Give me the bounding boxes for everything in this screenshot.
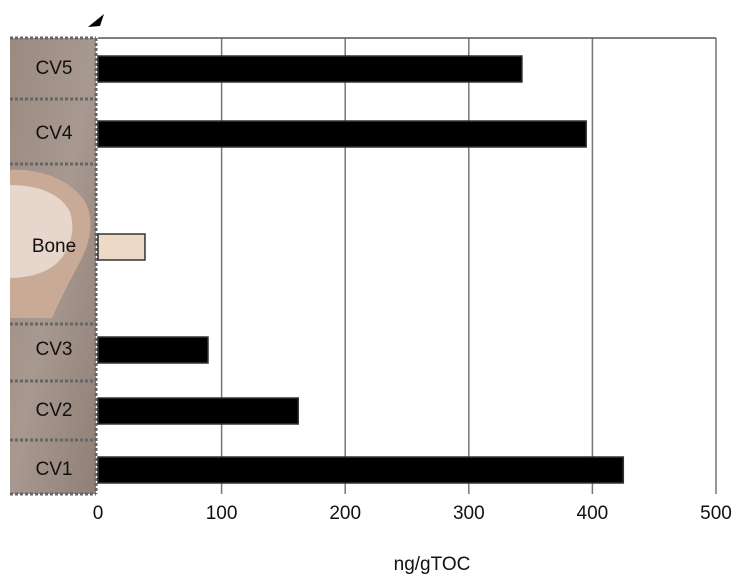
- x-tick-label: 0: [93, 503, 104, 524]
- x-tick-label: 200: [329, 503, 361, 524]
- x-tick-label: 100: [206, 503, 238, 524]
- marker-wedge: [88, 14, 104, 27]
- y-tick-label: CV5: [36, 58, 73, 79]
- bar: [98, 457, 623, 483]
- bar: [98, 234, 145, 260]
- x-tick-label: 500: [700, 503, 732, 524]
- y-tick-label: CV1: [36, 459, 73, 480]
- y-tick-label: CV3: [36, 339, 73, 360]
- bar: [98, 398, 298, 424]
- y-tick-label: Bone: [32, 236, 76, 257]
- page: ng/gTOC 0 100 200 300 400 500 CV5 CV4 Bone CV3 CV2…: [0, 0, 738, 578]
- bar: [98, 121, 586, 147]
- chart: ng/gTOC 0 100 200 300 400 500 CV5 CV4 Bone CV3 CV2…: [0, 0, 738, 578]
- bar: [98, 56, 522, 82]
- x-axis-label: ng/gTOC: [394, 554, 471, 575]
- x-tick-label: 300: [453, 503, 485, 524]
- x-tick-label: 400: [577, 503, 609, 524]
- y-tick-label: CV2: [36, 400, 73, 421]
- y-tick-label: CV4: [36, 123, 73, 144]
- bar: [98, 337, 208, 363]
